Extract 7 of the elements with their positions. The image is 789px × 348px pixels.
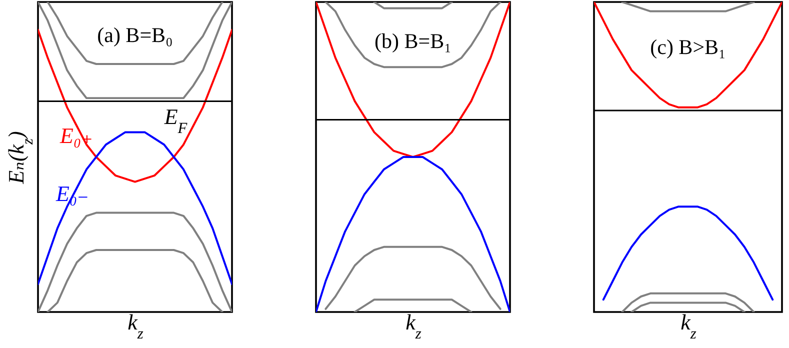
ref-line-label: E$_{F}$ [163, 104, 188, 137]
annotation: (b) B=B₁ [374, 29, 452, 53]
x-axis-title: k$_{z}$ [680, 310, 696, 342]
annotation: (a) B=B₀ [97, 23, 173, 47]
annotation: (c) B>B₁ [650, 35, 726, 59]
x-axis-title: k$_{z}$ [128, 310, 144, 342]
x-axis-title: k$_{z}$ [406, 310, 422, 342]
